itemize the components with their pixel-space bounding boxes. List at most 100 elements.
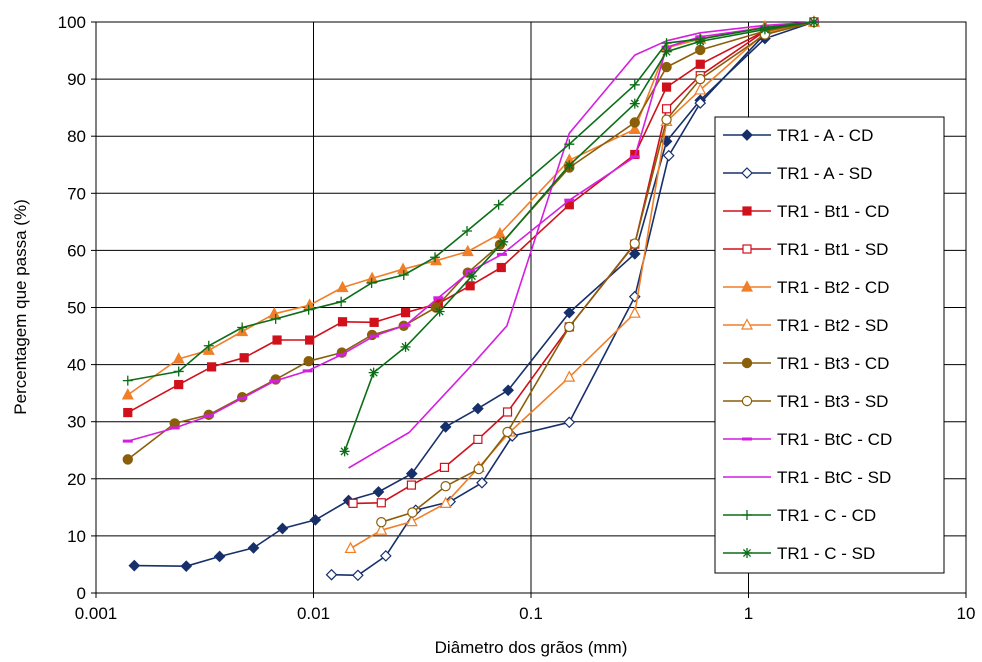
data-point [629, 79, 640, 90]
data-point [493, 199, 504, 210]
data-point [695, 73, 706, 85]
data-point [172, 352, 185, 364]
legend-label: TR1 - BtC - CD [777, 430, 892, 449]
data-point [272, 335, 282, 345]
legend-entry: TR1 - Bt3 - SD [723, 392, 888, 411]
data-point [398, 269, 409, 280]
legend-label: TR1 - Bt2 - CD [777, 278, 889, 297]
data-point [440, 481, 451, 492]
data-point [400, 341, 411, 352]
data-point [502, 426, 513, 438]
data-point [493, 227, 506, 239]
data-point [434, 306, 445, 317]
data-point [376, 516, 387, 528]
data-point [629, 117, 640, 128]
data-point [237, 322, 248, 333]
legend-entry: TR1 - Bt2 - CD [723, 278, 889, 297]
y-tick-label: 30 [67, 413, 86, 432]
data-point [563, 306, 576, 319]
legend-label: TR1 - Bt1 - CD [777, 202, 889, 221]
data-point [405, 514, 418, 527]
legend-entry: TR1 - Bt2 - SD [723, 316, 888, 335]
legend-label: TR1 - Bt1 - SD [777, 240, 888, 259]
data-point [430, 252, 441, 263]
data-point [339, 446, 350, 457]
series-line [134, 21, 815, 567]
series-line [127, 21, 815, 461]
data-point [276, 522, 289, 535]
data-point [352, 569, 364, 582]
series-line [127, 21, 815, 382]
data-point [336, 296, 347, 307]
data-point [309, 514, 322, 526]
data-point [406, 480, 417, 490]
data-point [741, 318, 753, 330]
series-11 [122, 17, 819, 386]
y-tick-label: 0 [77, 584, 86, 603]
y-tick-label: 40 [67, 356, 86, 375]
data-point [741, 395, 753, 407]
data-point [564, 139, 575, 150]
legend-label: TR1 - A - CD [777, 126, 873, 145]
data-point [239, 353, 249, 363]
data-point [808, 17, 819, 27]
data-point [694, 83, 707, 95]
data-point [741, 129, 753, 141]
data-point [564, 160, 575, 171]
series-12 [339, 17, 819, 457]
data-point [628, 122, 641, 134]
data-point [203, 340, 214, 351]
data-point [376, 498, 386, 508]
data-point [473, 463, 484, 475]
data-point [305, 335, 315, 345]
series-line [127, 21, 815, 414]
legend-entry: TR1 - C - SD [723, 544, 875, 563]
legend-entry: TR1 - C - CD [723, 506, 876, 525]
y-axis-title: Percentagem que passa (%) [11, 199, 30, 414]
data-point [695, 36, 706, 47]
data-point [472, 402, 484, 415]
data-point [502, 407, 513, 417]
legend-label: TR1 - Bt3 - SD [777, 392, 888, 411]
data-point [368, 367, 379, 378]
data-point [461, 244, 474, 257]
series-line [348, 21, 815, 469]
data-point [348, 498, 358, 508]
data-point [303, 355, 314, 367]
data-point [466, 271, 477, 282]
x-tick-label: 0.001 [75, 604, 118, 623]
legend-entry: TR1 - Bt3 - CD [723, 354, 889, 373]
legend-entry: TR1 - A - SD [723, 164, 872, 183]
data-point [628, 306, 641, 318]
data-point [336, 280, 349, 293]
x-axis-title: Diâmetro dos grãos (mm) [435, 638, 628, 657]
data-point [439, 420, 452, 433]
data-point [695, 44, 706, 56]
data-point [379, 550, 392, 562]
data-point [180, 560, 193, 573]
data-point [629, 98, 640, 109]
data-point [366, 277, 377, 288]
data-point [270, 313, 281, 324]
x-tick-label: 0.01 [297, 604, 330, 623]
data-point [498, 236, 509, 247]
series-line [127, 21, 815, 396]
data-point [661, 82, 672, 92]
y-tick-label: 80 [67, 127, 86, 146]
data-point [206, 362, 217, 372]
data-point [122, 375, 133, 386]
x-tick-label: 0.1 [519, 604, 543, 623]
series-10 [348, 21, 815, 469]
data-point [741, 280, 753, 292]
data-point [122, 454, 133, 465]
data-point [213, 550, 226, 563]
data-point [742, 548, 752, 558]
data-point [121, 388, 134, 400]
data-point [564, 321, 575, 333]
legend-entry: TR1 - BtC - CD [723, 430, 892, 449]
data-point [661, 104, 672, 114]
data-point [742, 206, 752, 216]
data-point [496, 262, 506, 273]
data-point [502, 384, 514, 397]
